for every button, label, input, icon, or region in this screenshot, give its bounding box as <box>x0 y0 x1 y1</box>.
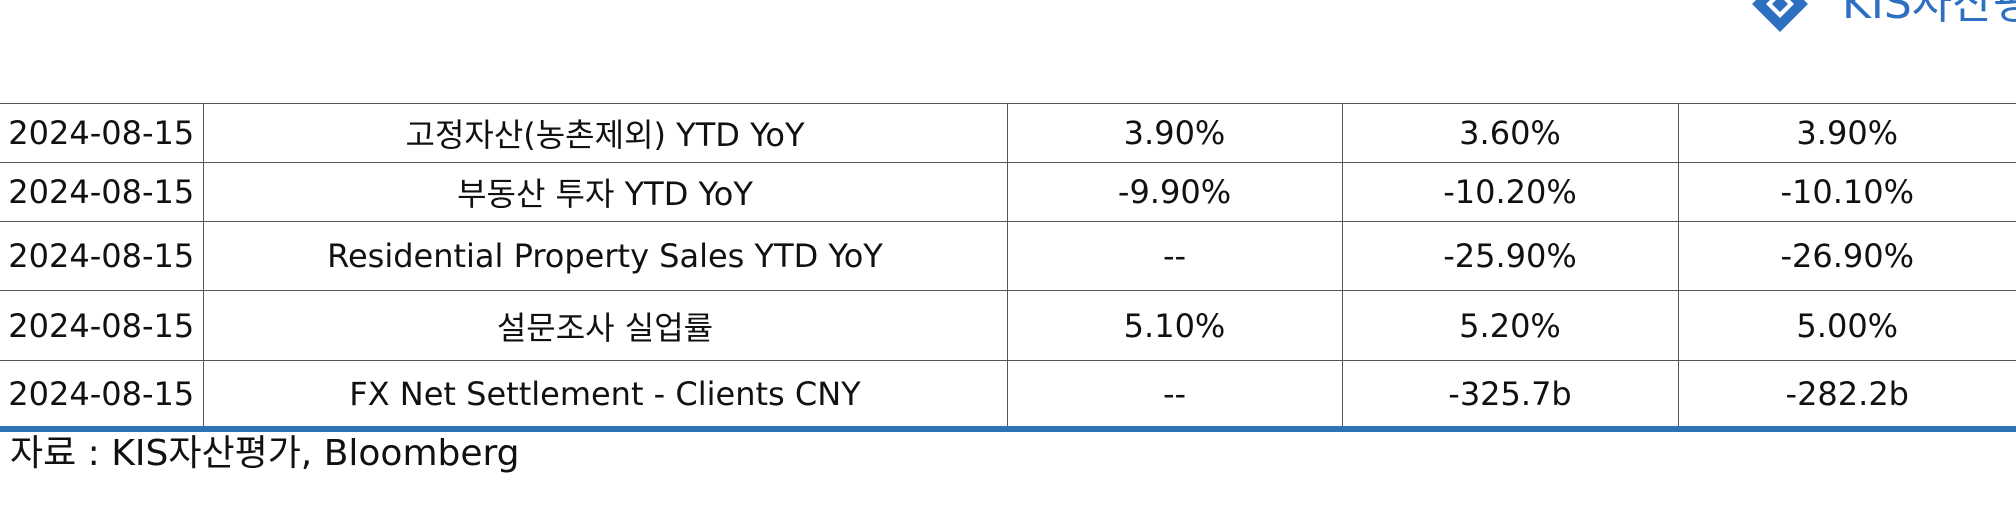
date-cell: 2024-08-15 <box>0 162 203 222</box>
indicator-cell: 부동산 투자 YTD YoY <box>202 162 1007 222</box>
table-row: 2024-08-15 설문조사 실업률 5.10% 5.20% 5.00% <box>0 290 2016 361</box>
table-row: 2024-08-15 FX Net Settlement - Clients C… <box>0 360 2016 427</box>
value-cell: -10.10% <box>1677 162 2016 222</box>
value-cell: -9.90% <box>1006 162 1342 222</box>
value-cell: -26.90% <box>1677 221 2016 291</box>
table-bottom-rule <box>0 426 2016 432</box>
indicator-cell: FX Net Settlement - Clients CNY <box>202 360 1007 427</box>
indicator-cell: 설문조사 실업률 <box>202 290 1007 361</box>
table-row: 2024-08-15 부동산 투자 YTD YoY -9.90% -10.20%… <box>0 162 2016 222</box>
value-cell: 5.10% <box>1006 290 1342 361</box>
date-cell: 2024-08-15 <box>0 103 203 163</box>
data-table: 2024-08-15 고정자산(농촌제외) YTD YoY 3.90% 3.60… <box>0 103 2016 427</box>
value-cell: 3.90% <box>1006 103 1342 163</box>
value-cell: 5.00% <box>1677 290 2016 361</box>
date-cell: 2024-08-15 <box>0 221 203 291</box>
date-cell: 2024-08-15 <box>0 290 203 361</box>
company-logo: KIS자산평가 <box>1746 0 2016 44</box>
diamond-logo-icon <box>1752 0 1808 32</box>
value-cell: -282.2b <box>1677 360 2016 427</box>
source-note: 자료 : KIS자산평가, Bloomberg <box>10 433 520 474</box>
indicator-cell: 고정자산(농촌제외) YTD YoY <box>202 103 1007 163</box>
value-cell: 3.60% <box>1341 103 1678 163</box>
value-cell: -10.20% <box>1341 162 1678 222</box>
value-cell: -- <box>1006 221 1342 291</box>
value-cell: -25.90% <box>1341 221 1678 291</box>
logo-text: KIS자산평가 <box>1842 0 2016 29</box>
value-cell: 3.90% <box>1677 103 2016 163</box>
table-row: 2024-08-15 고정자산(농촌제외) YTD YoY 3.90% 3.60… <box>0 103 2016 163</box>
value-cell: 5.20% <box>1341 290 1678 361</box>
date-cell: 2024-08-15 <box>0 360 203 427</box>
value-cell: -- <box>1006 360 1342 427</box>
value-cell: -325.7b <box>1341 360 1678 427</box>
indicator-cell: Residential Property Sales YTD YoY <box>202 221 1007 291</box>
table-row: 2024-08-15 Residential Property Sales YT… <box>0 221 2016 291</box>
